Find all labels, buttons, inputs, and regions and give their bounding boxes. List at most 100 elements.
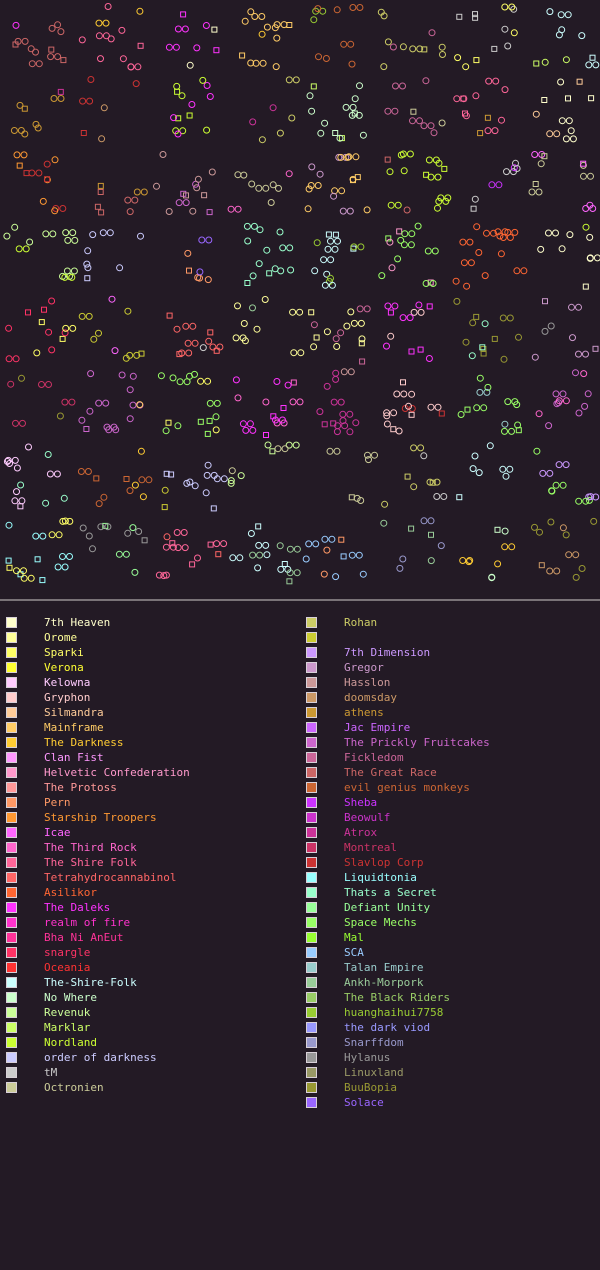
- legend-swatch: [306, 827, 317, 838]
- legend-label: SCA: [344, 946, 364, 959]
- legend-label: tM: [44, 1066, 58, 1079]
- planet-marker: [377, 8, 385, 16]
- legend-label: Revenuk: [44, 1006, 91, 1019]
- planet-marker: [20, 567, 27, 575]
- legend-swatch: [6, 782, 17, 793]
- planet-marker: [483, 229, 490, 237]
- planet-marker: [486, 442, 494, 450]
- planet-marker: [254, 564, 262, 572]
- planet-marker: [267, 199, 275, 206]
- planet-marker: [253, 325, 261, 333]
- station-marker: [180, 11, 187, 18]
- planet-marker: [42, 230, 50, 238]
- planet-marker: [61, 398, 69, 406]
- planet-marker: [429, 280, 437, 287]
- planet-marker: [59, 517, 67, 525]
- planet-marker: [427, 557, 435, 565]
- planet-marker: [473, 223, 481, 231]
- station-marker: [456, 13, 463, 20]
- planet-marker: [439, 51, 446, 58]
- planet-marker: [472, 92, 480, 100]
- planet-marker: [452, 277, 460, 285]
- legend-label: Beowulf: [344, 811, 391, 824]
- planet-marker: [339, 207, 347, 215]
- planet-marker: [275, 184, 282, 192]
- planet-marker: [249, 426, 257, 434]
- planet-marker: [558, 245, 566, 253]
- planet-marker: [587, 172, 594, 180]
- station-marker: [44, 176, 51, 183]
- planet-marker: [159, 151, 167, 158]
- legend-swatch: [6, 902, 17, 913]
- station-marker: [533, 60, 540, 67]
- planet-marker: [174, 422, 182, 430]
- planet-marker: [347, 40, 355, 48]
- planet-marker: [256, 226, 264, 234]
- planet-marker: [416, 45, 424, 53]
- planet-marker: [557, 78, 565, 86]
- legend-label: Clan Fist: [44, 751, 104, 764]
- station-marker: [426, 303, 433, 310]
- station-marker: [186, 267, 192, 274]
- station-marker: [387, 309, 394, 316]
- planet-marker: [380, 63, 388, 71]
- planet-marker: [356, 4, 364, 11]
- planet-marker: [351, 95, 359, 103]
- planet-marker: [350, 243, 358, 251]
- planet-marker: [56, 412, 64, 420]
- planet-marker: [575, 409, 583, 417]
- planet-marker: [39, 197, 47, 205]
- planet-marker: [242, 426, 250, 434]
- station-marker: [338, 536, 345, 543]
- planet-marker: [206, 399, 214, 407]
- planet-marker: [397, 236, 405, 244]
- planet-marker: [340, 40, 348, 48]
- planet-marker: [515, 333, 522, 341]
- station-marker: [41, 306, 47, 313]
- station-marker: [441, 165, 448, 172]
- planet-marker: [220, 475, 228, 483]
- planet-marker: [286, 545, 294, 553]
- planet-marker: [239, 420, 247, 428]
- station-marker: [472, 14, 479, 21]
- station-marker: [515, 427, 522, 434]
- planet-marker: [333, 6, 341, 14]
- station-marker: [390, 426, 397, 433]
- station-marker: [592, 345, 599, 352]
- planet-marker: [414, 222, 422, 230]
- planet-marker: [480, 404, 488, 412]
- station-marker: [97, 182, 104, 189]
- planet-marker: [204, 461, 212, 469]
- planet-marker: [44, 451, 52, 458]
- legend-label: Tetrahydrocannabinol: [44, 871, 177, 884]
- planet-marker: [229, 554, 237, 562]
- planet-marker: [590, 517, 598, 525]
- planet-marker: [308, 163, 316, 171]
- station-marker: [423, 171, 430, 178]
- planet-marker: [581, 402, 589, 410]
- planet-marker: [425, 355, 433, 362]
- planet-marker: [547, 322, 555, 330]
- planet-marker: [33, 349, 41, 357]
- station-marker: [94, 203, 101, 210]
- station-marker: [330, 420, 337, 427]
- planet-marker: [383, 420, 391, 428]
- planet-marker: [196, 268, 204, 276]
- planet-marker: [133, 188, 141, 196]
- planet-marker: [51, 156, 59, 164]
- planet-marker: [434, 204, 441, 212]
- station-marker: [21, 105, 28, 112]
- planet-marker: [129, 401, 137, 409]
- planet-marker: [61, 329, 69, 337]
- planet-marker: [240, 171, 248, 179]
- planet-marker: [392, 82, 399, 90]
- planet-marker: [79, 97, 87, 105]
- legend-label: Mal: [344, 931, 364, 944]
- planet-marker: [396, 564, 404, 572]
- planet-marker: [227, 477, 235, 485]
- planet-marker: [261, 296, 269, 303]
- planet-marker: [256, 551, 264, 559]
- planet-marker: [118, 26, 126, 34]
- legend-swatch: [6, 1007, 17, 1018]
- planet-marker: [134, 63, 142, 71]
